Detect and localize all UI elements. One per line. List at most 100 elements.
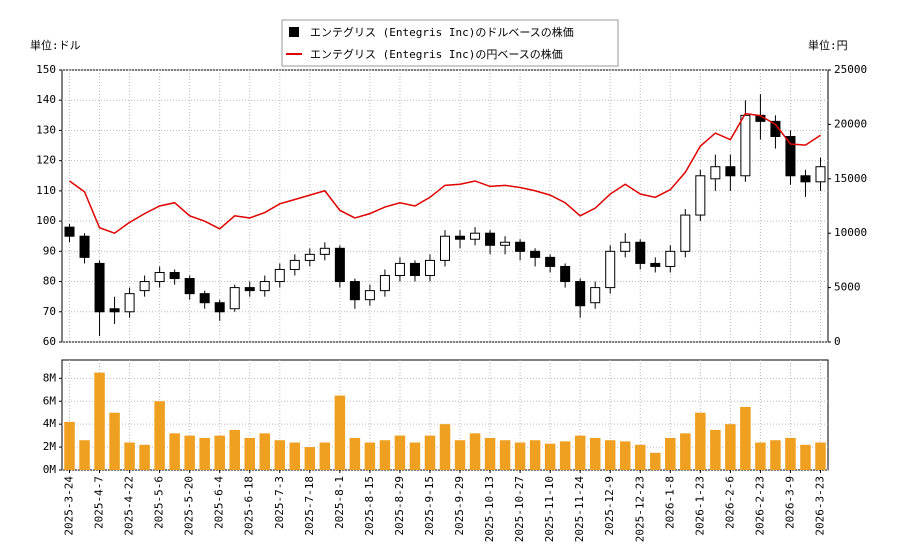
x-tick-label: 2025-11-10: [543, 476, 556, 542]
x-tick-label: 2025-12-23: [633, 476, 646, 542]
candle-body: [785, 135, 796, 177]
y2-unit-label: 単位:円: [808, 38, 848, 52]
y-tick-label: 80: [43, 275, 56, 288]
x-tick-label: 2025-9-15: [423, 476, 436, 536]
candle-body: [545, 256, 556, 267]
candle-body: [665, 250, 676, 267]
candle-body: [710, 166, 721, 180]
volume-bar: [394, 435, 406, 470]
volume-bar: [815, 442, 826, 470]
volume-bar: [259, 433, 271, 470]
x-tick-label: 2025-4-22: [123, 476, 136, 536]
candle-body: [349, 281, 360, 301]
candle-body: [800, 175, 811, 183]
y-tick-label: 70: [43, 305, 56, 318]
volume-bar: [409, 442, 421, 470]
volume-bar: [740, 406, 751, 470]
candle-body: [289, 259, 300, 270]
volume-bar: [499, 440, 511, 470]
volume-bar: [514, 442, 526, 470]
x-tick-label: 2025-5-6: [153, 476, 166, 529]
x-tick-label: 2025-9-29: [453, 476, 466, 536]
candle-body: [79, 235, 90, 258]
candle-body: [605, 250, 616, 289]
volume-bar: [469, 433, 481, 470]
legend-swatch: [289, 27, 299, 37]
x-tick-label: 2025-6-18: [243, 476, 256, 536]
x-tick-label: 2025-10-13: [483, 476, 496, 542]
volume-bar: [319, 442, 331, 470]
candle-body: [620, 241, 631, 252]
x-tick-label: 2025-4-7: [93, 476, 106, 529]
y-tick-label: 2M: [43, 440, 57, 453]
candle-body: [424, 259, 435, 277]
volume-bar: [604, 440, 616, 470]
volume-bar: [800, 444, 811, 470]
x-tick-label: 2026-1-8: [663, 476, 676, 529]
x-tick-label: 2025-11-24: [573, 476, 586, 543]
candle-body: [154, 271, 165, 283]
volume-bar: [559, 441, 571, 470]
y-tick-label: 60: [43, 335, 56, 348]
x-tick-label: 2025-8-29: [393, 476, 406, 536]
volume-bar: [274, 440, 286, 470]
candle-body: [575, 281, 586, 307]
volume-bar: [424, 435, 436, 470]
volume-bar: [124, 442, 135, 470]
candle-body: [184, 278, 195, 295]
volume-bar: [244, 437, 256, 470]
volume-bar: [199, 437, 210, 470]
x-tick-label: 2026-3-23: [813, 476, 826, 536]
volume-bar: [334, 395, 346, 470]
candle-body: [455, 235, 466, 240]
volume-bar: [94, 372, 105, 470]
y-tick-label: 100: [36, 214, 56, 227]
y2-tick-label: 25000: [834, 63, 867, 76]
x-tick-label: 2025-5-20: [183, 476, 196, 536]
volume-bar: [214, 435, 225, 470]
candle-body: [635, 241, 646, 264]
candle-body: [214, 302, 225, 313]
legend: [281, 19, 619, 67]
candle-body: [319, 247, 330, 255]
candle-body: [334, 247, 345, 283]
candle-body: [244, 287, 255, 292]
candle-body: [515, 241, 526, 252]
y-tick-label: 120: [36, 154, 56, 167]
candle-body: [560, 265, 571, 283]
volume-bar: [349, 437, 361, 470]
volume-bar: [710, 429, 721, 470]
volume-bar: [139, 444, 150, 470]
volume-bar: [770, 440, 781, 470]
volume-bar: [229, 429, 240, 470]
candle-body: [169, 271, 180, 280]
yen-line: [69, 112, 821, 235]
y-tick-label: 0M: [43, 463, 57, 476]
y2-tick-label: 15000: [834, 172, 867, 185]
volume-bar: [574, 435, 586, 470]
volume-bar: [619, 441, 631, 470]
volume-bar: [169, 433, 180, 470]
candle-body: [274, 268, 285, 283]
volume-bar: [154, 401, 165, 470]
candle-body: [650, 262, 661, 267]
volume-bar: [529, 440, 541, 470]
volume-bar: [304, 447, 316, 470]
volume-bar: [379, 440, 391, 470]
x-tick-label: 2025-8-1: [333, 476, 346, 529]
x-tick-label: 2025-7-18: [303, 476, 316, 536]
candle-body: [64, 226, 75, 237]
y2-tick-label: 5000: [834, 281, 861, 294]
volume-bar: [725, 424, 736, 470]
candle-body: [229, 287, 240, 310]
candle-body: [379, 275, 390, 292]
volume-bar: [439, 424, 451, 470]
x-tick-label: 2025-7-3: [273, 476, 286, 529]
candle-body: [485, 232, 496, 246]
y2-tick-label: 10000: [834, 226, 867, 239]
volume-bar: [650, 452, 661, 470]
candle-body: [740, 114, 751, 177]
candle-body: [470, 232, 481, 240]
